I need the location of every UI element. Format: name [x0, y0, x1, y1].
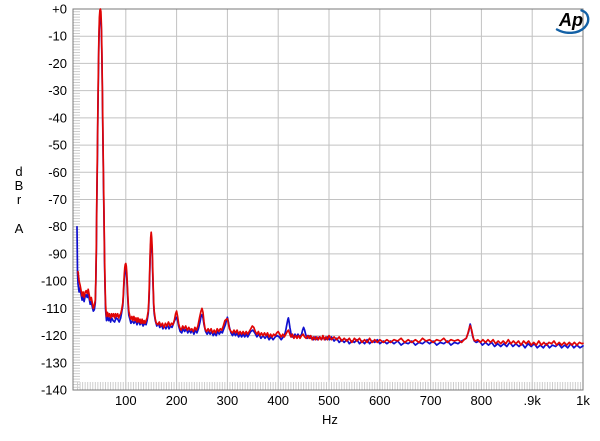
ap-logo-swoosh — [555, 9, 590, 35]
x-tick-label: 200 — [166, 393, 188, 408]
y-axis-unit-dbr: d B r — [10, 165, 28, 207]
y-axis-unit-line: d — [15, 164, 23, 179]
x-tick-label: 300 — [217, 393, 239, 408]
x-axis-title: Hz — [322, 412, 338, 427]
y-tick-label: -120 — [41, 328, 67, 343]
x-tick-label: 800 — [471, 393, 493, 408]
y-tick-label: -130 — [41, 355, 67, 370]
y-tick-label: +0 — [52, 2, 67, 17]
x-tick-label: 700 — [420, 393, 442, 408]
y-tick-label: -110 — [42, 301, 67, 316]
y-tick-label: -50 — [48, 138, 67, 153]
y-tick-label: -80 — [48, 219, 67, 234]
ap-logo-graphic: Ap — [555, 9, 590, 35]
y-axis-unit-line: r — [16, 192, 22, 207]
y-tick-label: -140 — [41, 383, 67, 398]
y-tick-label: -10 — [48, 29, 67, 44]
ap-logo-text: Ap — [558, 10, 583, 30]
y-tick-label: -20 — [48, 56, 67, 71]
y-axis-unit-line: B — [14, 178, 24, 193]
y-tick-label: -90 — [48, 246, 67, 261]
audio-precision-logo: Ap — [552, 6, 594, 35]
x-tick-label: 100 — [115, 393, 137, 408]
red-trace — [77, 8, 584, 346]
x-tick-label: 500 — [318, 393, 340, 408]
plot-border — [72, 8, 584, 391]
y-axis-weighting-label: A — [14, 221, 24, 236]
y-tick-label: -30 — [48, 83, 67, 98]
y-tick-label: -40 — [48, 110, 67, 125]
x-tick-label: 400 — [267, 393, 289, 408]
y-tick-label: -70 — [48, 192, 67, 207]
x-tick-label: 1k — [576, 393, 590, 408]
y-tick-label: -100 — [41, 274, 67, 289]
x-tick-label: .9k — [524, 393, 542, 408]
x-tick-label: 600 — [369, 393, 391, 408]
y-tick-label: -60 — [48, 165, 67, 180]
